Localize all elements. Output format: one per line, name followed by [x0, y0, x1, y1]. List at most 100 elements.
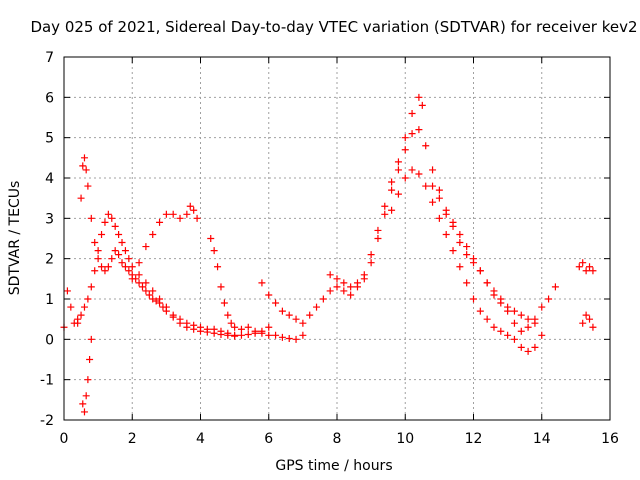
data-point — [265, 291, 273, 299]
data-point — [442, 210, 450, 218]
data-point — [111, 247, 119, 255]
data-point — [435, 194, 443, 202]
data-point — [531, 315, 539, 323]
data-point — [401, 134, 409, 142]
y-tick-label: 0 — [45, 332, 54, 348]
data-point — [244, 330, 252, 338]
data-point — [586, 315, 594, 323]
data-point — [517, 311, 525, 319]
data-point — [91, 239, 99, 247]
x-tick-label: 10 — [396, 431, 414, 447]
data-point — [429, 198, 437, 206]
data-point — [422, 182, 430, 190]
data-point — [231, 331, 239, 339]
data-point — [104, 263, 112, 271]
data-point — [456, 230, 464, 238]
data-point — [162, 210, 170, 218]
data-point — [203, 325, 211, 333]
series-trace-d — [207, 235, 273, 339]
data-point — [217, 283, 225, 291]
data-point — [79, 162, 87, 170]
data-point — [118, 259, 126, 267]
data-point — [84, 376, 92, 384]
data-point — [388, 206, 396, 214]
y-tick-label: 5 — [45, 131, 54, 147]
data-point — [101, 267, 109, 275]
data-point — [408, 166, 416, 174]
data-point — [162, 303, 170, 311]
data-point — [579, 259, 587, 267]
data-point — [582, 311, 590, 319]
data-point — [401, 146, 409, 154]
data-point — [292, 335, 300, 343]
data-point — [497, 295, 505, 303]
data-point — [142, 279, 150, 287]
y-axis-title: SDTVAR / TECUs — [7, 181, 23, 296]
data-point — [429, 182, 437, 190]
data-point — [244, 323, 252, 331]
data-point — [265, 331, 273, 339]
data-point — [135, 279, 143, 287]
data-point — [306, 311, 314, 319]
data-point — [285, 311, 293, 319]
data-point — [394, 158, 402, 166]
data-point — [510, 307, 518, 315]
data-point — [545, 295, 553, 303]
data-point — [217, 327, 225, 335]
y-tick-label: -2 — [40, 413, 54, 429]
data-marks — [60, 93, 597, 416]
data-point — [135, 259, 143, 267]
data-point — [231, 323, 239, 331]
data-point — [190, 321, 198, 329]
data-point — [104, 210, 112, 218]
data-point — [169, 311, 177, 319]
data-point — [94, 255, 102, 263]
data-point — [176, 214, 184, 222]
series-trace-h — [429, 182, 559, 335]
data-point — [538, 303, 546, 311]
data-point — [87, 335, 95, 343]
data-point — [381, 210, 389, 218]
data-point — [586, 263, 594, 271]
data-point — [115, 230, 123, 238]
data-point — [531, 343, 539, 351]
data-point — [67, 303, 75, 311]
series-trace-f — [326, 126, 539, 327]
x-tick-label: 14 — [533, 431, 551, 447]
data-point — [121, 247, 129, 255]
data-point — [442, 230, 450, 238]
data-point — [510, 319, 518, 327]
data-point — [476, 307, 484, 315]
x-tick-label: 4 — [196, 431, 205, 447]
data-point — [435, 214, 443, 222]
data-point — [497, 327, 505, 335]
data-point — [490, 287, 498, 295]
data-point — [538, 331, 546, 339]
data-point — [169, 210, 177, 218]
data-point — [145, 291, 153, 299]
data-point — [272, 299, 280, 307]
data-point — [135, 271, 143, 279]
data-point — [285, 335, 293, 343]
data-point — [347, 283, 355, 291]
series-trace-i — [79, 335, 95, 416]
data-point — [149, 230, 157, 238]
data-point — [86, 356, 94, 363]
data-point — [138, 283, 146, 291]
data-point — [128, 275, 136, 283]
data-point — [374, 235, 382, 242]
data-point — [77, 311, 85, 319]
data-point — [156, 295, 164, 303]
data-point — [125, 255, 133, 263]
data-point — [80, 408, 88, 416]
data-point — [449, 222, 457, 230]
data-point — [408, 130, 416, 138]
data-point — [63, 287, 71, 295]
data-point — [220, 299, 228, 307]
data-point — [340, 287, 348, 295]
data-point — [449, 247, 457, 255]
data-point — [463, 279, 471, 287]
data-point — [251, 327, 259, 335]
data-point — [408, 109, 416, 117]
data-point — [258, 279, 266, 287]
